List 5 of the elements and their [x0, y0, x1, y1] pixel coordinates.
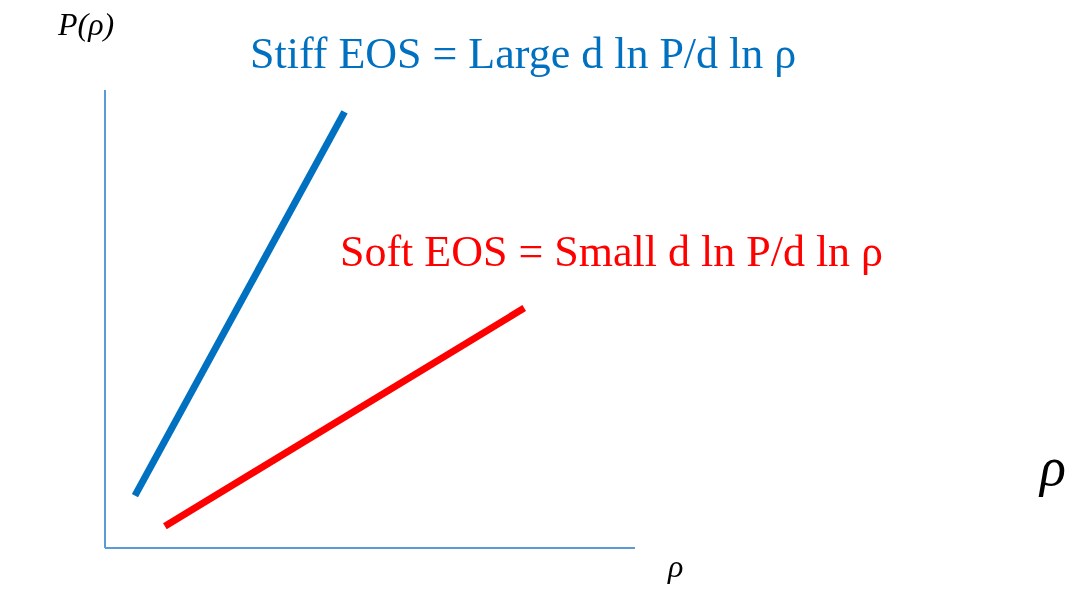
y-axis-title: P(ρ): [58, 6, 115, 43]
text: Stiff EOS = Large d ln P/d ln ρ: [250, 28, 797, 79]
text: ρ: [1040, 436, 1066, 498]
x-axis-title: ρ: [668, 548, 684, 585]
text: Soft EOS = Small d ln P/d ln ρ: [340, 226, 884, 277]
